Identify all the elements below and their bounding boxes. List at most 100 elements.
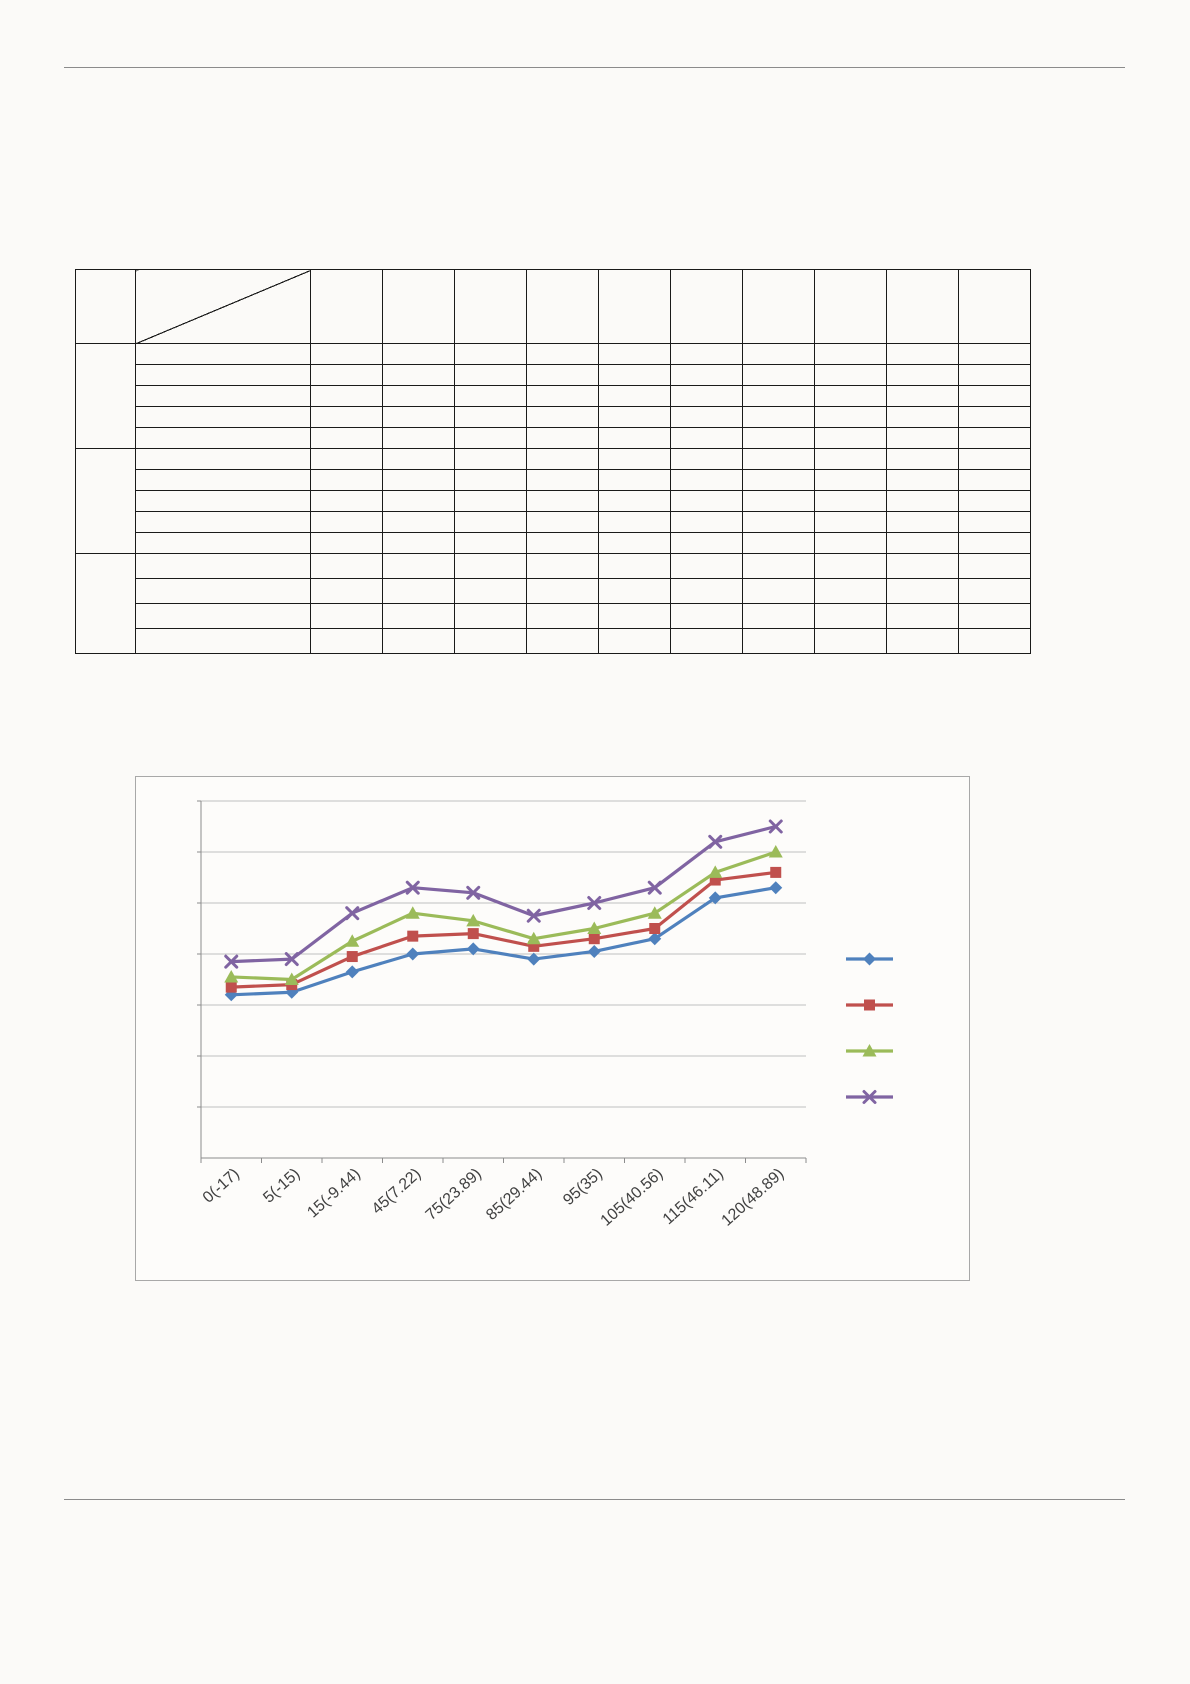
marker-diamond bbox=[406, 947, 420, 961]
data-cell bbox=[814, 406, 887, 428]
data-cell bbox=[814, 532, 887, 554]
marker-x bbox=[466, 885, 481, 900]
table-row bbox=[76, 628, 1031, 654]
data-cell bbox=[886, 603, 959, 629]
data-cell bbox=[454, 490, 527, 512]
line-chart: 0(-17) 5(-15) 15(-9.44) 45(7.22)75(23.89)85… bbox=[197, 800, 893, 1230]
column-header-cell bbox=[598, 269, 671, 344]
marker-triangle bbox=[224, 969, 239, 983]
data-cell bbox=[814, 427, 887, 449]
data-cell bbox=[814, 490, 887, 512]
data-cell bbox=[310, 385, 383, 407]
data-cell bbox=[814, 385, 887, 407]
marker-diamond bbox=[863, 952, 876, 966]
diagonal-header-cell bbox=[135, 269, 311, 344]
data-cell bbox=[310, 490, 383, 512]
column-header-cell bbox=[958, 269, 1031, 344]
row-label-cell bbox=[135, 603, 311, 629]
data-cell bbox=[670, 553, 743, 579]
table-row bbox=[76, 469, 1031, 491]
data-cell bbox=[670, 511, 743, 533]
data-cell bbox=[310, 448, 383, 470]
data-cell bbox=[454, 427, 527, 449]
data-cell bbox=[454, 343, 527, 365]
data-cell bbox=[382, 532, 455, 554]
data-cell bbox=[958, 385, 1031, 407]
data-cell bbox=[886, 406, 959, 428]
row-label-cell bbox=[135, 532, 311, 554]
marker-triangle bbox=[526, 931, 541, 945]
data-cell bbox=[382, 578, 455, 604]
data-cell bbox=[742, 553, 815, 579]
data-cell bbox=[454, 469, 527, 491]
data-cell bbox=[958, 427, 1031, 449]
marker-x bbox=[284, 952, 299, 967]
data-cell bbox=[742, 364, 815, 386]
top-rule bbox=[64, 67, 1125, 68]
row-label-cell bbox=[135, 448, 311, 470]
data-cell bbox=[670, 469, 743, 491]
x-axis-label: 75(23.89) bbox=[423, 1165, 485, 1223]
row-label-cell bbox=[135, 578, 311, 604]
data-cell bbox=[598, 628, 671, 654]
series-line bbox=[231, 824, 777, 964]
x-axis-label: 85(29.44) bbox=[483, 1165, 545, 1223]
data-cell bbox=[382, 628, 455, 654]
marker-x bbox=[345, 906, 360, 921]
marker-x bbox=[526, 908, 541, 923]
data-cell bbox=[742, 628, 815, 654]
x-axis-label: 5(-15) bbox=[260, 1165, 303, 1206]
data-cell bbox=[670, 603, 743, 629]
marker-diamond bbox=[466, 942, 480, 956]
marker-square bbox=[864, 999, 875, 1011]
data-cell bbox=[526, 578, 599, 604]
data-cell bbox=[382, 385, 455, 407]
data-cell bbox=[886, 628, 959, 654]
marker-x bbox=[587, 896, 602, 910]
column-header-cell bbox=[886, 269, 959, 344]
table-row bbox=[76, 532, 1031, 554]
data-cell bbox=[814, 469, 887, 491]
data-cell bbox=[598, 553, 671, 579]
marker-triangle bbox=[405, 906, 420, 919]
row-label-cell bbox=[135, 490, 311, 512]
data-cell bbox=[382, 553, 455, 579]
row-label-cell bbox=[135, 553, 311, 579]
data-cell bbox=[598, 448, 671, 470]
data-cell bbox=[526, 427, 599, 449]
marker-triangle bbox=[345, 934, 360, 947]
marker-diamond bbox=[345, 965, 359, 979]
series-line bbox=[231, 850, 777, 982]
data-cell bbox=[454, 406, 527, 428]
marker-triangle bbox=[587, 921, 602, 934]
data-cell bbox=[670, 427, 743, 449]
data-cell bbox=[958, 364, 1031, 386]
marker-x bbox=[768, 819, 783, 834]
data-cell bbox=[670, 343, 743, 365]
data-cell bbox=[598, 532, 671, 554]
marker-square bbox=[528, 940, 540, 952]
marker-square bbox=[407, 930, 419, 942]
data-cell bbox=[310, 553, 383, 579]
row-label-cell bbox=[135, 511, 311, 533]
row-label-cell bbox=[135, 364, 311, 386]
table-header-row bbox=[75, 269, 1031, 344]
data-cell bbox=[958, 532, 1031, 554]
x-axis-label: 115(46.11) bbox=[660, 1165, 727, 1228]
data-cell bbox=[454, 385, 527, 407]
data-cell bbox=[886, 385, 959, 407]
data-cell bbox=[526, 511, 599, 533]
marker-triangle bbox=[768, 845, 783, 858]
marker-x bbox=[647, 880, 662, 895]
data-cell bbox=[598, 364, 671, 386]
data-cell bbox=[526, 553, 599, 579]
column-header-cell bbox=[526, 269, 599, 344]
data-cell bbox=[382, 448, 455, 470]
data-cell bbox=[526, 448, 599, 470]
series-line bbox=[231, 870, 776, 989]
data-cell bbox=[382, 427, 455, 449]
data-cell bbox=[742, 448, 815, 470]
data-cell bbox=[310, 469, 383, 491]
data-cell bbox=[670, 385, 743, 407]
data-cell bbox=[382, 469, 455, 491]
